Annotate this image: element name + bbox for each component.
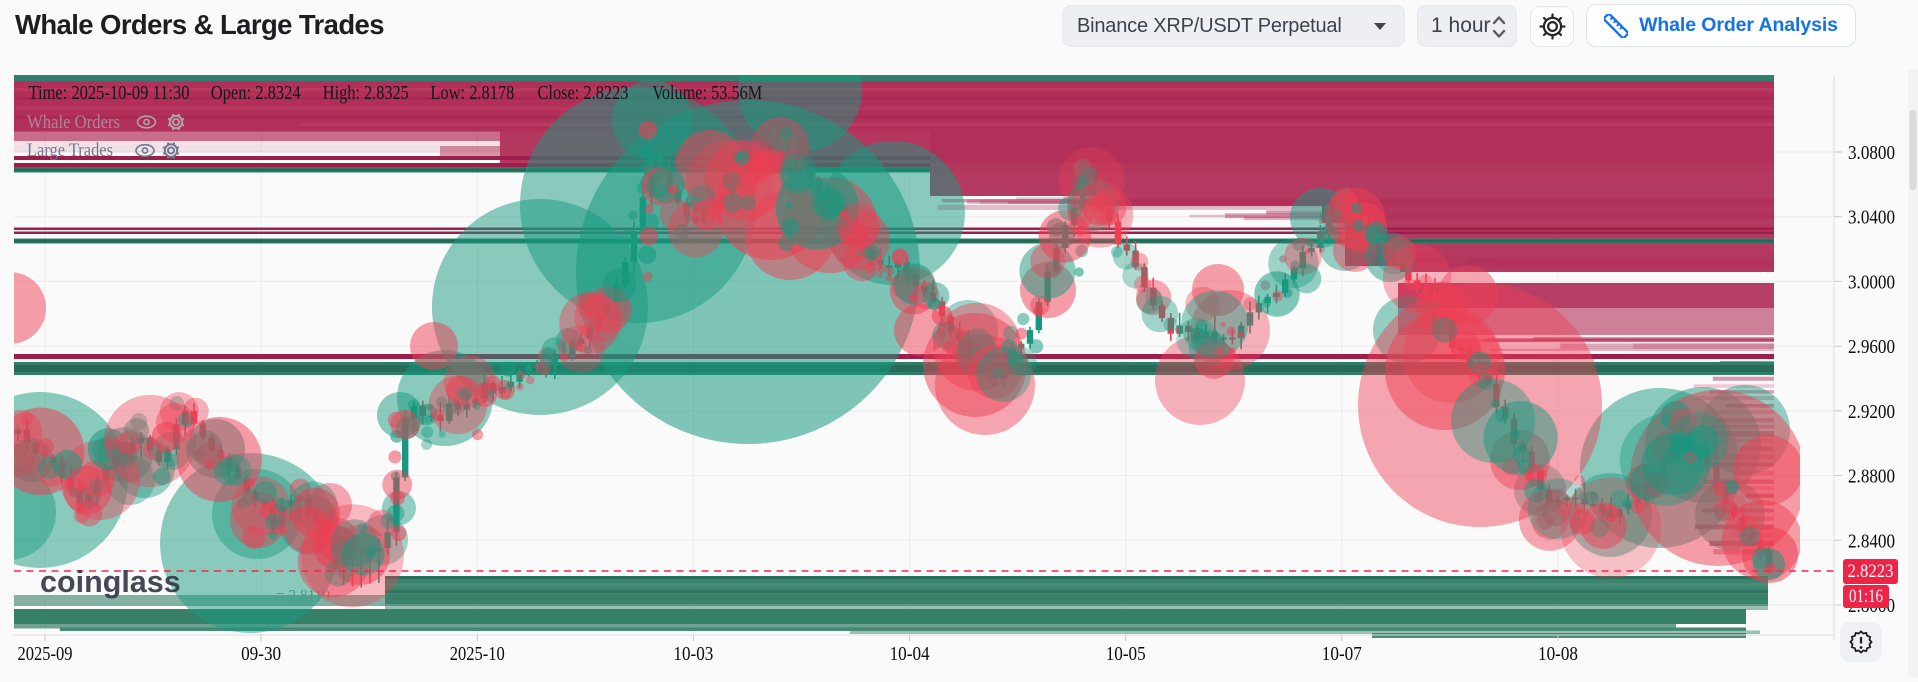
svg-text:01:16: 01:16 [1849,586,1883,607]
svg-text:2025-09: 2025-09 [18,643,73,665]
svg-text:High: 2.8325: High: 2.8325 [323,82,409,104]
svg-text:2.8800: 2.8800 [1848,466,1895,488]
svg-text:coinglass: coinglass [40,565,181,599]
svg-text:Close: 2.8223: Close: 2.8223 [538,82,629,104]
svg-text:3.0400: 3.0400 [1848,207,1895,229]
svg-text:Volume: 53.56M: Volume: 53.56M [652,82,762,104]
svg-text:10-05: 10-05 [1106,643,1146,665]
svg-text:10-03: 10-03 [673,643,713,665]
svg-text:2025-10: 2025-10 [450,643,505,665]
svg-text:3.0800: 3.0800 [1848,142,1895,164]
svg-text:3.0000: 3.0000 [1848,271,1895,293]
svg-text:10-04: 10-04 [890,643,930,665]
svg-text:2.9600: 2.9600 [1848,336,1895,358]
svg-text:Whale Orders: Whale Orders [27,112,120,133]
svg-text:09-30: 09-30 [241,643,281,665]
svg-text:Time: 2025-10-09 11:30: Time: 2025-10-09 11:30 [29,82,190,104]
svg-text:2.8400: 2.8400 [1848,530,1895,552]
svg-text:Large Trades: Large Trades [27,140,113,161]
svg-text:Open: 2.8324: Open: 2.8324 [211,82,301,104]
svg-text:2.9200: 2.9200 [1848,401,1895,423]
svg-text:10-07: 10-07 [1322,643,1362,665]
svg-text:2.8223: 2.8223 [1848,561,1894,582]
svg-text:10-08: 10-08 [1538,643,1578,665]
svg-text:Low: 2.8178: Low: 2.8178 [430,82,514,104]
